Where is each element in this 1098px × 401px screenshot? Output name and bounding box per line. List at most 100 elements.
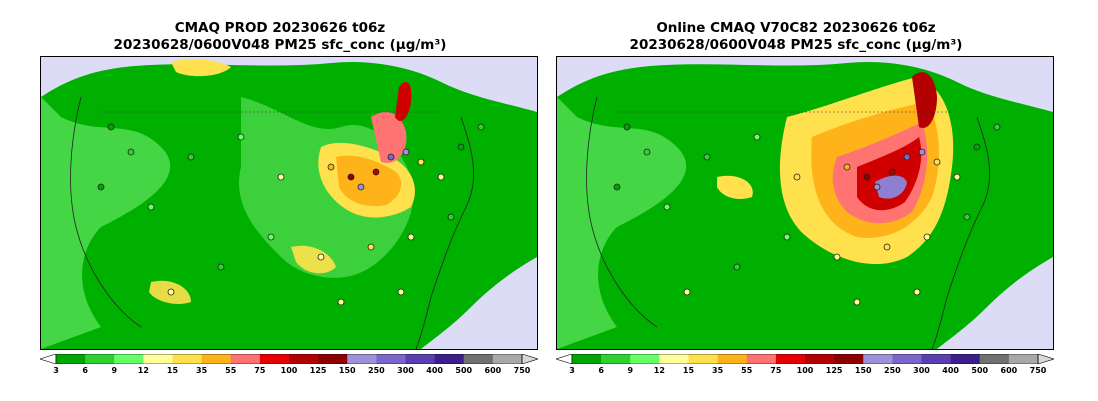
colorbar-segment (318, 354, 348, 364)
colorbar-tick-label: 6 (598, 366, 604, 375)
monitor-site (397, 288, 405, 296)
monitor-site (367, 243, 375, 251)
monitor-site (337, 298, 345, 306)
colorbar-tick-label: 150 (338, 366, 356, 375)
monitor-site (147, 203, 155, 211)
monitor-site (783, 233, 791, 241)
colorbar-tick-label: 6 (82, 366, 88, 375)
colorbar-tick-label: 3 (569, 366, 575, 375)
monitor-site (888, 168, 896, 176)
colorbar-segment (688, 354, 719, 364)
colorbar-segment (717, 354, 748, 364)
monitor-site (703, 153, 711, 161)
monitor-site (613, 183, 621, 191)
monitor-site (387, 153, 395, 161)
colorbar-segment (143, 354, 173, 364)
monitor-site (447, 213, 455, 221)
monitor-site (933, 158, 941, 166)
haze-plume-purple (875, 175, 907, 199)
monitor-site (457, 143, 465, 151)
monitor-site (417, 158, 425, 166)
colorbar-tick-label: 750 (1029, 366, 1047, 375)
colorbar-segment (950, 354, 981, 364)
monitor-site (753, 133, 761, 141)
colorbar-segment (892, 354, 922, 364)
colorbar-segment (434, 354, 465, 364)
colorbar-segment (463, 354, 494, 364)
colorbar-tick-label: 15 (682, 366, 695, 375)
colorbar-extend-low (40, 354, 57, 364)
colorbar-tick-label: 55 (741, 366, 753, 375)
monitor-site (623, 123, 631, 131)
colorbar-tick-label: 3 (53, 366, 59, 375)
colorbar-segment (979, 354, 1010, 364)
colorbar-segment (921, 354, 952, 364)
monitor-site (477, 123, 485, 131)
monitor-site (107, 123, 115, 131)
colorbar-tick-label: 500 (455, 366, 473, 375)
colorbar-ticks: 3 6 9 12 15 35 55 75 100 125 150 250 300 400 500 600 750 (40, 366, 538, 378)
monitor-site (993, 123, 1001, 131)
colorbar-extend-high (1037, 354, 1054, 364)
monitor-sites (613, 123, 1001, 306)
colorbar-tick-label: 100 (280, 366, 298, 375)
colorbar-tick-label: 400 (942, 366, 959, 375)
coastline (931, 116, 990, 349)
colorbar-segment (805, 354, 835, 364)
colorbar-tick-label: 125 (825, 366, 843, 375)
coastline (586, 96, 658, 328)
colorbar-segment (834, 354, 864, 364)
monitor-site (643, 148, 651, 156)
colorbar-tick-label: 75 (254, 366, 266, 375)
monitor-site (883, 243, 891, 251)
colorbar-tick-label: 75 (770, 366, 782, 375)
colorbar-ticks: 3 6 9 12 15 35 55 75 100 125 150 250 300 400 500 600 750 (556, 366, 1054, 378)
colorbar-segment (347, 354, 377, 364)
colorbar-segment (572, 354, 602, 364)
monitor-sites (97, 123, 485, 306)
colorbar (556, 354, 1054, 364)
monitor-site (973, 143, 981, 151)
haze-plume-red (395, 82, 412, 122)
monitor-site (327, 163, 335, 171)
colorbar-segment (114, 354, 144, 364)
haze-plume-yellow (171, 59, 231, 77)
colorbar-segment (201, 354, 232, 364)
colorbar-segment (289, 354, 319, 364)
haze-plume-orange (336, 155, 402, 207)
monitor-site (187, 153, 195, 161)
monitor-site (733, 263, 741, 271)
colorbar-tick-label: 12 (137, 366, 149, 375)
colorbar-segment (230, 354, 261, 364)
colorbar-tick-label: 400 (426, 366, 443, 375)
colorbar-tick-label: 600 (1000, 366, 1018, 375)
colorbar-segment (405, 354, 436, 364)
monitor-site (663, 203, 671, 211)
haze-plume-red (912, 72, 937, 128)
monitor-site (833, 253, 841, 261)
colorbar-segment (1008, 354, 1039, 364)
colorbar-tick-label: 250 (884, 366, 901, 375)
colorbar-segment (659, 354, 689, 364)
colorbar-segment (775, 354, 806, 364)
colorbar-tick-label: 125 (309, 366, 327, 375)
monitor-site (402, 148, 410, 156)
haze-plume-pink (371, 112, 407, 163)
land-light-area (41, 97, 171, 349)
monitor-site (277, 173, 285, 181)
monitor-site (267, 233, 275, 241)
monitor-site (793, 173, 801, 181)
colorbar-segment (376, 354, 406, 364)
monitor-site (963, 213, 971, 221)
colorbar-tick-label: 35 (196, 366, 208, 375)
colorbar-tick-label: 35 (712, 366, 724, 375)
colorbar-segment (492, 354, 523, 364)
monitor-site (97, 183, 105, 191)
panel-subtitle: 20230628/0600V048 PM25 sfc_conc (μg/m³) (629, 37, 963, 53)
colorbar-segment (630, 354, 660, 364)
colorbar (40, 354, 538, 364)
coastline (70, 96, 142, 328)
monitor-site (853, 298, 861, 306)
monitor-site (953, 173, 961, 181)
monitor-site (407, 233, 415, 241)
